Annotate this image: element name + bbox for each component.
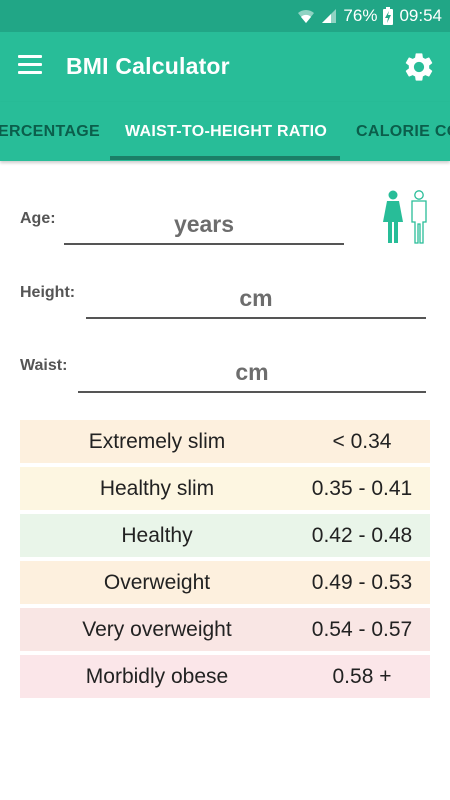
- app-bar: BMI Calculator: [0, 32, 450, 102]
- ratio-category: Overweight: [103, 570, 211, 594]
- ratio-category: Morbidly obese: [85, 664, 229, 688]
- height-input[interactable]: [86, 281, 426, 315]
- age-field: [64, 207, 344, 245]
- ratio-range: 0.49 - 0.53: [311, 570, 413, 594]
- ratio-table: Extremely slim < 0.34 Healthy slim 0.35 …: [20, 420, 430, 702]
- tab-indicator: [110, 156, 340, 160]
- battery-charging-icon: [383, 7, 394, 25]
- waist-input[interactable]: [78, 355, 426, 389]
- ratio-row-overweight: Overweight 0.49 - 0.53: [20, 561, 430, 604]
- waist-field: [78, 355, 426, 393]
- wifi-icon: [297, 8, 315, 24]
- menu-icon[interactable]: [18, 55, 42, 75]
- ratio-row-extremely-slim: Extremely slim < 0.34: [20, 420, 430, 463]
- height-field: [86, 281, 426, 319]
- ratio-row-healthy: Healthy 0.42 - 0.48: [20, 514, 430, 557]
- age-input[interactable]: [64, 207, 344, 241]
- ratio-row-morbidly-obese: Morbidly obese 0.58 +: [20, 655, 430, 698]
- ratio-category: Healthy slim: [99, 476, 215, 500]
- gender-icon[interactable]: [380, 190, 432, 246]
- signal-icon: [321, 8, 337, 24]
- gear-icon[interactable]: [400, 48, 438, 86]
- ratio-range: 0.54 - 0.57: [311, 617, 413, 641]
- tab-waist-to-height[interactable]: WAIST-TO-HEIGHT RATIO: [125, 123, 328, 140]
- status-bar: 76% 09:54: [0, 0, 450, 32]
- ratio-category: Healthy: [121, 523, 193, 547]
- app-title: BMI Calculator: [66, 53, 230, 79]
- ratio-row-very-overweight: Very overweight 0.54 - 0.57: [20, 608, 430, 651]
- waist-label: Waist:: [20, 357, 68, 374]
- ratio-range: 0.42 - 0.48: [311, 523, 413, 547]
- ratio-category: Extremely slim: [88, 429, 226, 453]
- ratio-range: < 0.34: [332, 429, 392, 453]
- tab-body-fat[interactable]: ERCENTAGE: [0, 123, 100, 140]
- clock: 09:54: [399, 6, 442, 25]
- tab-calorie[interactable]: CALORIE CO: [356, 123, 450, 140]
- height-label: Height:: [20, 284, 76, 301]
- ratio-category: Very overweight: [82, 617, 232, 641]
- ratio-row-healthy-slim: Healthy slim 0.35 - 0.41: [20, 467, 430, 510]
- ratio-range: 0.58 +: [332, 664, 392, 688]
- ratio-range: 0.35 - 0.41: [311, 476, 413, 500]
- battery-percent: 76%: [343, 6, 378, 25]
- tab-bar: ERCENTAGE WAIST-TO-HEIGHT RATIO CALORIE …: [0, 102, 450, 161]
- age-label: Age:: [20, 210, 56, 227]
